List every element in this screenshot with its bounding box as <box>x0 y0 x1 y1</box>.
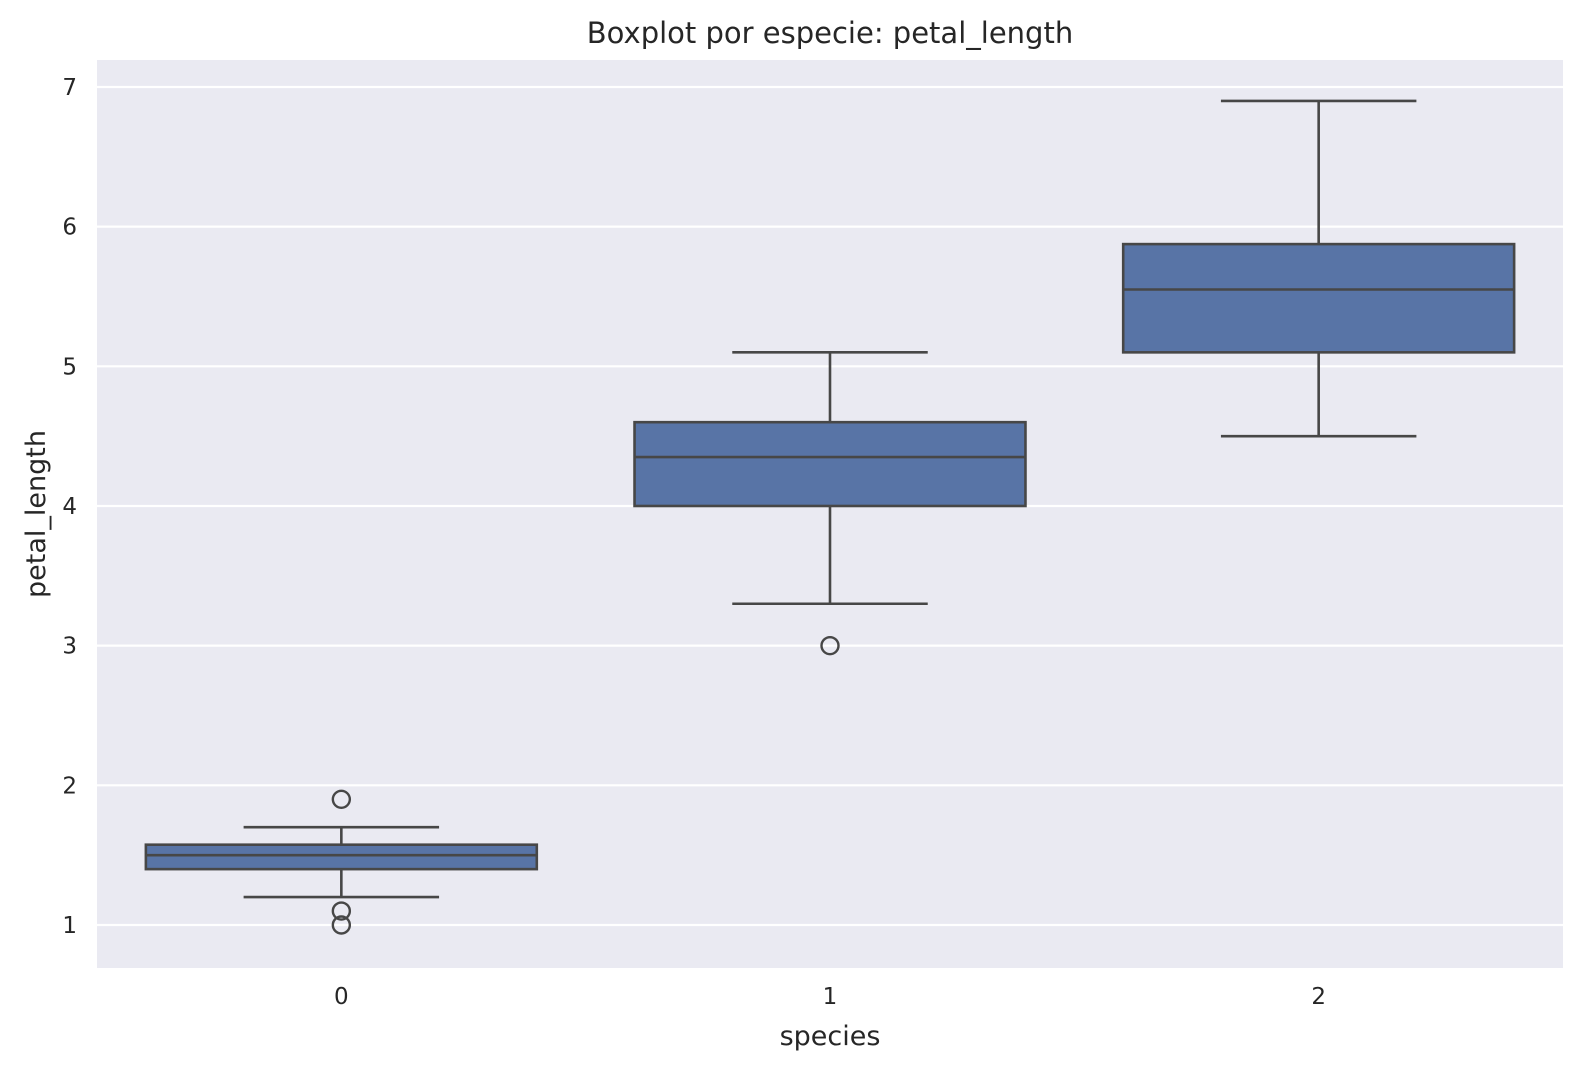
outlier-point-0-0 <box>331 789 352 809</box>
x-tick-label-0: 0 <box>334 984 349 1010</box>
y-ticks: 1 2 3 4 5 6 7 <box>62 75 77 939</box>
y-tick-label-5: 5 <box>62 354 77 380</box>
chart-title: Boxplot por especie: petal_length <box>587 16 1073 50</box>
y-tick-label-4: 4 <box>62 494 77 520</box>
box-group-1 <box>633 351 1027 656</box>
y-tick-label-3: 3 <box>62 634 77 660</box>
y-tick-label-1: 1 <box>62 913 77 939</box>
iqr-box-2 <box>1121 242 1516 354</box>
outlier-point-0-2 <box>331 915 352 935</box>
box-group-2 <box>1121 99 1516 438</box>
boxes-layer <box>144 99 1516 935</box>
y-tick-label-6: 6 <box>62 215 77 241</box>
outlier-point-0-1 <box>331 901 352 921</box>
iqr-box-0 <box>144 843 539 871</box>
x-axis-label: species <box>780 1021 881 1052</box>
x-ticks: 0 1 2 <box>334 984 1326 1010</box>
iqr-box-1 <box>633 420 1027 508</box>
y-tick-label-7: 7 <box>62 75 77 101</box>
box-group-0 <box>144 789 539 935</box>
outlier-point-1-0 <box>820 635 840 656</box>
x-tick-label-1: 1 <box>823 984 838 1010</box>
y-axis-label: petal_length <box>21 430 52 598</box>
x-tick-label-2: 2 <box>1311 984 1326 1010</box>
y-tick-label-2: 2 <box>62 773 77 799</box>
